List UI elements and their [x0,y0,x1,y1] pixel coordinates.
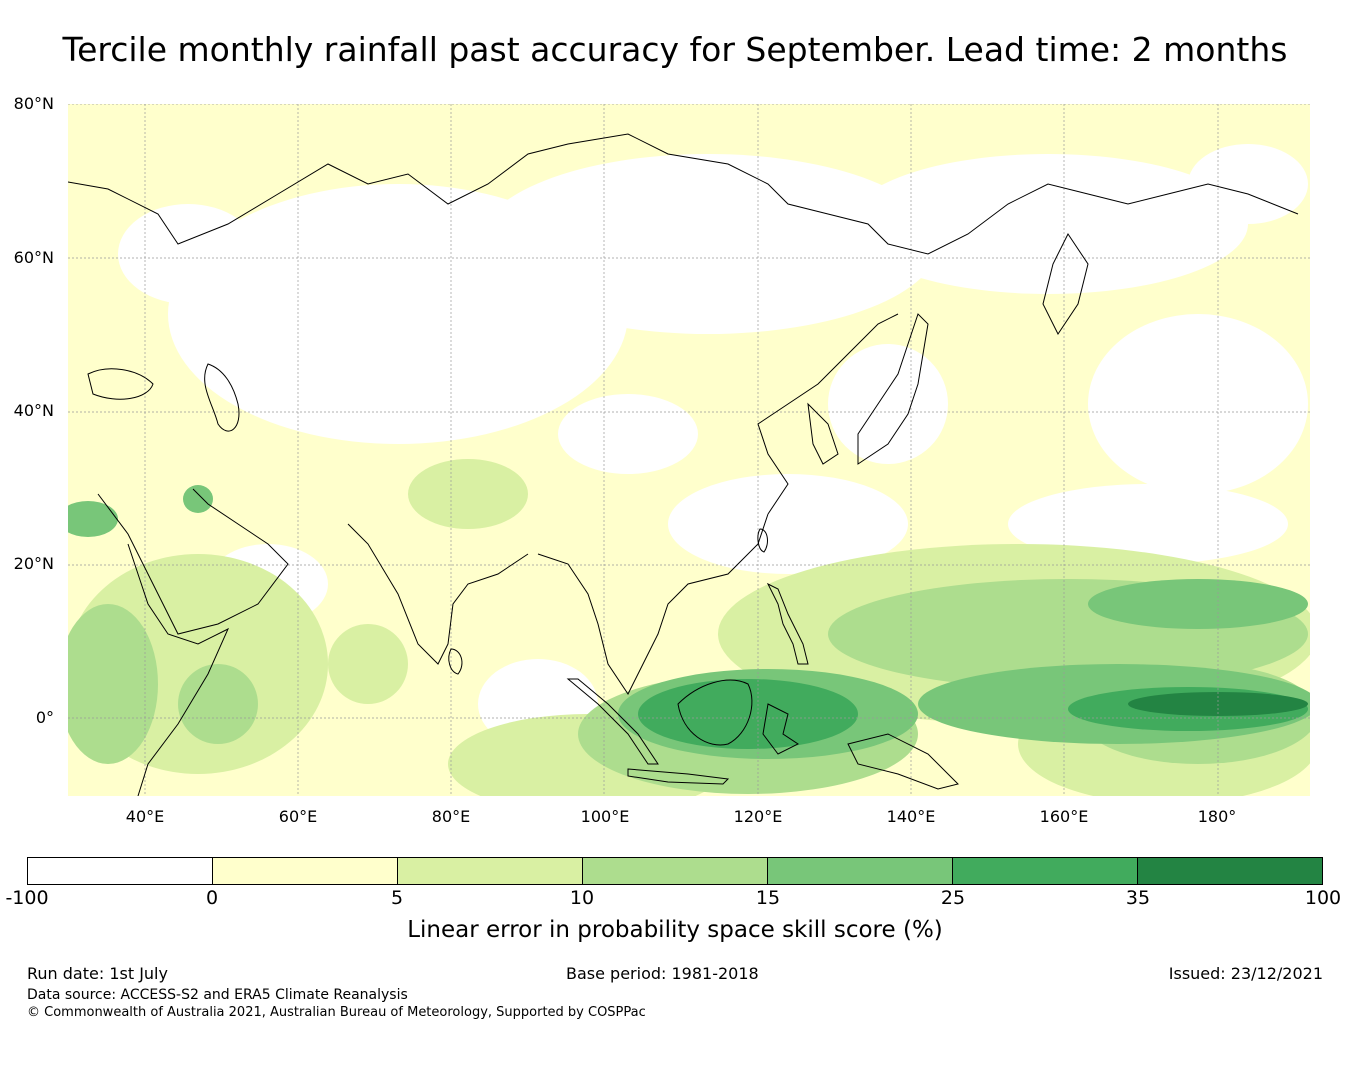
colorbar-segment [583,858,768,884]
colorbar-segment [28,858,213,884]
graticule [68,104,1310,796]
data-source: Data source: ACCESS-S2 and ERA5 Climate … [27,987,408,1003]
skill-score-map [68,104,1310,796]
colorbar-tick: 0 [205,887,219,909]
lon-label-140e: 140°E [886,807,936,826]
colorbar-segment [1138,858,1322,884]
copyright: © Commonwealth of Australia 2021, Austra… [27,1005,646,1020]
lon-label-160e: 160°E [1039,807,1089,826]
colorbar-segment [213,858,398,884]
colorbar-tick: 100 [1304,887,1342,909]
lat-label-80n: 80°N [13,94,54,113]
colorbar-segment [953,858,1138,884]
colorbar-segment [768,858,953,884]
lon-label-100e: 100°E [580,807,630,826]
base-period: Base period: 1981-2018 [566,964,759,983]
chart-title: Tercile monthly rainfall past accuracy f… [62,30,1288,69]
lon-label-80e: 80°E [431,807,471,826]
lon-label-120e: 120°E [733,807,783,826]
colorbar-tick: 5 [390,887,404,909]
colorbar-tick: 25 [940,887,966,909]
colorbar-tick: 35 [1125,887,1151,909]
colorbar-label: Linear error in probability space skill … [407,917,943,943]
lon-label-180: 180° [1197,807,1237,826]
colorbar [27,857,1323,885]
colorbar-tick: -100 [5,887,49,909]
lat-label-60n: 60°N [13,248,54,267]
colorbar-tick: 10 [569,887,595,909]
run-date: Run date: 1st July [27,964,168,983]
coastlines [68,133,1299,796]
map-canvas [68,104,1310,796]
lon-label-60e: 60°E [278,807,318,826]
lat-label-0: 0° [35,708,54,727]
lon-label-40e: 40°E [125,807,165,826]
colorbar-segment [398,858,583,884]
issued-date: Issued: 23/12/2021 [1168,964,1323,983]
colorbar-tick: 15 [755,887,781,909]
lat-label-40n: 40°N [13,401,54,420]
lat-label-20n: 20°N [13,554,54,573]
